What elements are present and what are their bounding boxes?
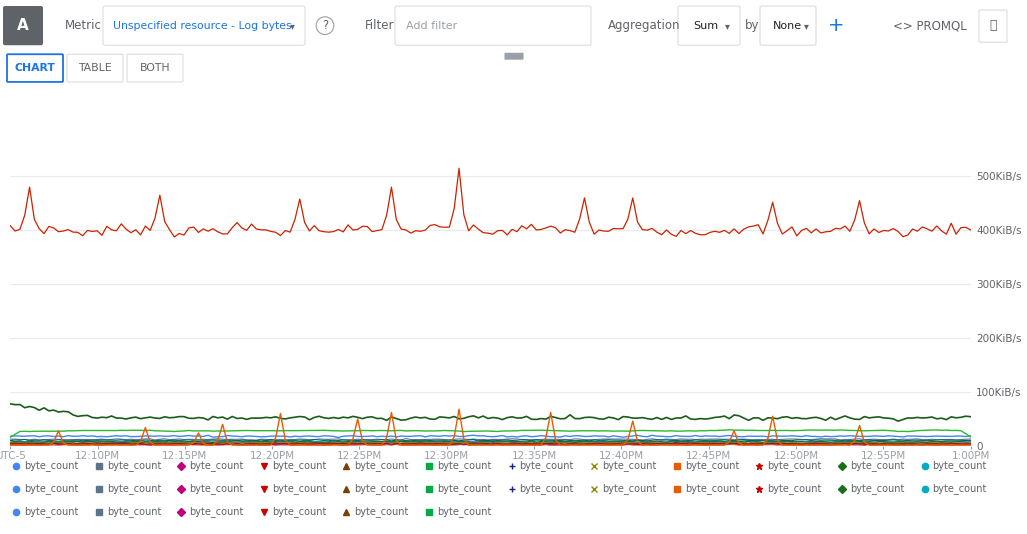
Text: BOTH: BOTH [140, 63, 170, 73]
Text: Aggregation: Aggregation [608, 19, 681, 32]
Text: TABLE: TABLE [78, 63, 112, 73]
Text: byte_count: byte_count [520, 483, 574, 494]
Text: byte_count: byte_count [272, 483, 327, 494]
Text: byte_count: byte_count [272, 460, 327, 471]
FancyBboxPatch shape [760, 6, 816, 45]
Text: ▾: ▾ [290, 21, 295, 30]
Text: <> PROMQL: <> PROMQL [893, 19, 966, 32]
FancyBboxPatch shape [3, 6, 43, 45]
Text: byte_count: byte_count [850, 483, 904, 494]
Text: ?: ? [321, 19, 328, 32]
FancyBboxPatch shape [67, 54, 123, 82]
Text: byte_count: byte_count [107, 506, 161, 517]
Text: byte_count: byte_count [354, 506, 409, 517]
Text: byte_count: byte_count [933, 483, 987, 494]
Text: byte_count: byte_count [767, 483, 822, 494]
Text: byte_count: byte_count [189, 483, 243, 494]
Text: byte_count: byte_count [436, 460, 491, 471]
Text: byte_count: byte_count [602, 460, 656, 471]
Text: byte_count: byte_count [685, 483, 739, 494]
FancyBboxPatch shape [103, 6, 305, 45]
Text: byte_count: byte_count [189, 506, 243, 517]
Text: Add filter: Add filter [406, 21, 457, 30]
Text: byte_count: byte_count [107, 483, 161, 494]
Text: byte_count: byte_count [354, 460, 409, 471]
FancyBboxPatch shape [7, 54, 63, 82]
Text: A: A [17, 18, 29, 33]
Text: None: None [773, 21, 802, 30]
Text: +: + [828, 16, 844, 35]
FancyBboxPatch shape [395, 6, 591, 45]
Text: byte_count: byte_count [767, 460, 822, 471]
FancyBboxPatch shape [504, 53, 524, 60]
FancyBboxPatch shape [678, 6, 740, 45]
Text: by: by [745, 19, 760, 32]
Text: Metric: Metric [65, 19, 102, 32]
Text: byte_count: byte_count [685, 460, 739, 471]
Text: Sum: Sum [693, 21, 718, 30]
Text: CHART: CHART [14, 63, 55, 73]
Text: byte_count: byte_count [24, 506, 78, 517]
Text: byte_count: byte_count [520, 460, 574, 471]
FancyBboxPatch shape [127, 54, 183, 82]
Text: ⧉: ⧉ [989, 19, 997, 32]
Text: byte_count: byte_count [24, 460, 78, 471]
Text: byte_count: byte_count [24, 483, 78, 494]
Text: byte_count: byte_count [107, 460, 161, 471]
Text: byte_count: byte_count [354, 483, 409, 494]
Text: Unspecified resource - Log bytes: Unspecified resource - Log bytes [113, 21, 292, 30]
Text: byte_count: byte_count [436, 506, 491, 517]
Text: Filter: Filter [365, 19, 394, 32]
Text: byte_count: byte_count [436, 483, 491, 494]
Text: byte_count: byte_count [850, 460, 904, 471]
Text: byte_count: byte_count [933, 460, 987, 471]
FancyBboxPatch shape [979, 10, 1007, 42]
Text: byte_count: byte_count [602, 483, 656, 494]
Text: byte_count: byte_count [272, 506, 327, 517]
Text: ▾: ▾ [725, 21, 729, 30]
Text: ▾: ▾ [803, 21, 808, 30]
Text: byte_count: byte_count [189, 460, 243, 471]
